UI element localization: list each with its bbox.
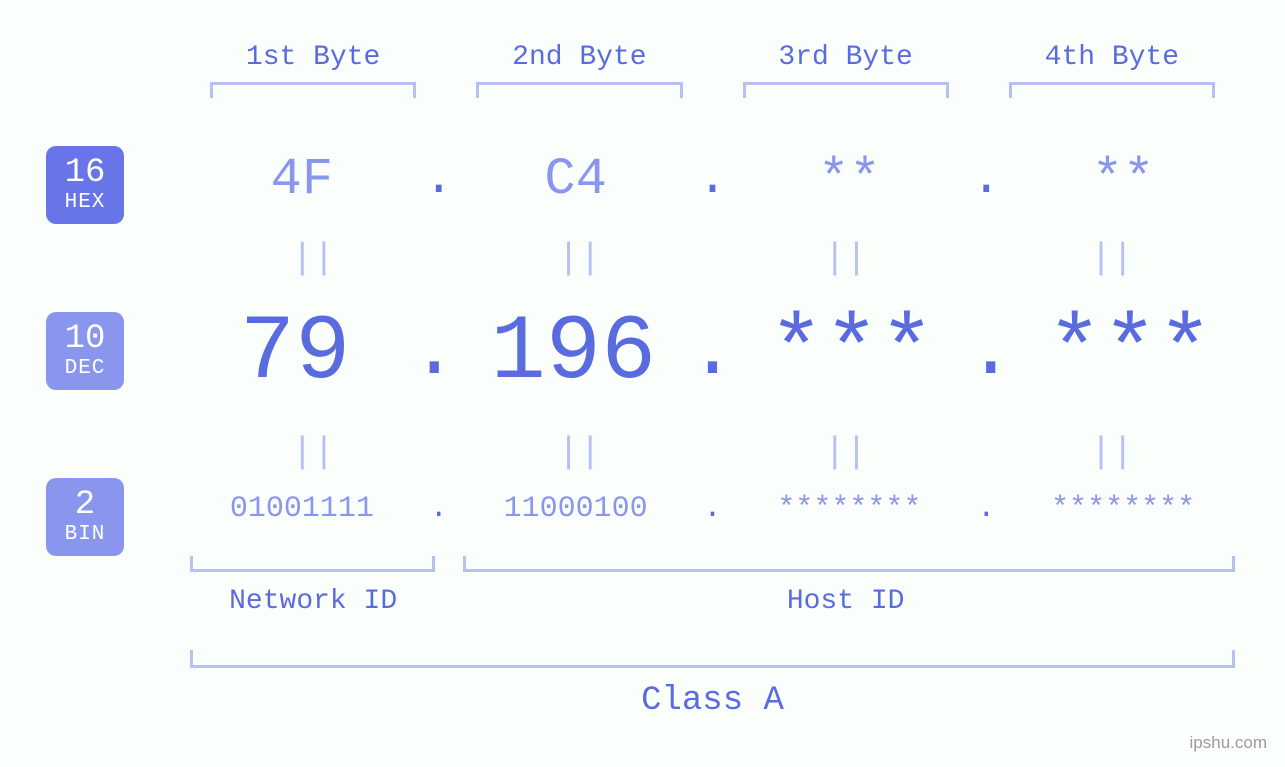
equals-row-1: || || || || xyxy=(180,238,1245,279)
section-label-row: Network ID Host ID xyxy=(180,586,1245,617)
equals-icon: || xyxy=(713,238,979,279)
hex-value-row: 4F . C4 . ** . ** xyxy=(180,150,1245,209)
dot-separator: . xyxy=(410,307,458,398)
bin-byte-2: 11000100 xyxy=(454,492,698,526)
bracket-icon xyxy=(210,82,416,98)
dot-separator: . xyxy=(424,151,454,208)
badge-label: HEX xyxy=(65,192,106,214)
equals-icon: || xyxy=(979,432,1245,473)
badge-label: DEC xyxy=(65,358,106,380)
bin-byte-1: 01001111 xyxy=(180,492,424,526)
base-badge-hex: 16 HEX xyxy=(46,146,124,224)
dec-byte-2: 196 xyxy=(458,300,688,405)
dot-separator: . xyxy=(424,492,454,526)
section-brackets xyxy=(180,556,1245,574)
equals-icon: || xyxy=(979,238,1245,279)
ip-address-diagram: 1st Byte 2nd Byte 3rd Byte 4th Byte 16 H… xyxy=(0,0,1285,767)
hex-byte-1: 4F xyxy=(180,150,424,209)
dec-byte-4: *** xyxy=(1015,300,1245,405)
dot-separator: . xyxy=(971,492,1001,526)
badge-number: 10 xyxy=(65,322,106,358)
bin-byte-3: ******** xyxy=(728,492,972,526)
byte-top-brackets xyxy=(180,82,1245,100)
watermark: ipshu.com xyxy=(1190,733,1267,753)
bracket-icon xyxy=(190,556,435,572)
badge-label: BIN xyxy=(65,524,106,546)
dec-byte-1: 79 xyxy=(180,300,410,405)
equals-row-2: || || || || xyxy=(180,432,1245,473)
badge-number: 2 xyxy=(75,488,95,524)
dot-separator: . xyxy=(697,151,727,208)
byte-header-4: 4th Byte xyxy=(979,42,1245,73)
bracket-icon xyxy=(1009,82,1215,98)
equals-icon: || xyxy=(446,432,712,473)
dec-value-row: 79 . 196 . *** . *** xyxy=(180,300,1245,405)
dot-separator: . xyxy=(971,151,1001,208)
base-badge-dec: 10 DEC xyxy=(46,312,124,390)
bin-byte-4: ******** xyxy=(1001,492,1245,526)
dot-separator: . xyxy=(967,307,1015,398)
hex-byte-3: ** xyxy=(728,150,972,209)
bracket-icon xyxy=(743,82,949,98)
equals-icon: || xyxy=(713,432,979,473)
equals-icon: || xyxy=(180,238,446,279)
dot-separator: . xyxy=(688,307,736,398)
dot-separator: . xyxy=(698,492,728,526)
class-bracket-icon xyxy=(190,650,1235,668)
hex-byte-4: ** xyxy=(1001,150,1245,209)
byte-header-2: 2nd Byte xyxy=(446,42,712,73)
host-id-label: Host ID xyxy=(446,586,1245,617)
badge-number: 16 xyxy=(65,156,106,192)
bracket-icon xyxy=(476,82,682,98)
bracket-icon xyxy=(463,556,1235,572)
byte-header-3: 3rd Byte xyxy=(713,42,979,73)
equals-icon: || xyxy=(446,238,712,279)
hex-byte-2: C4 xyxy=(454,150,698,209)
base-badge-bin: 2 BIN xyxy=(46,478,124,556)
equals-icon: || xyxy=(180,432,446,473)
class-label: Class A xyxy=(190,682,1235,720)
bin-value-row: 01001111 . 11000100 . ******** . *******… xyxy=(180,492,1245,526)
byte-header-row: 1st Byte 2nd Byte 3rd Byte 4th Byte xyxy=(180,42,1245,73)
byte-header-1: 1st Byte xyxy=(180,42,446,73)
network-id-label: Network ID xyxy=(180,586,446,617)
dec-byte-3: *** xyxy=(737,300,967,405)
